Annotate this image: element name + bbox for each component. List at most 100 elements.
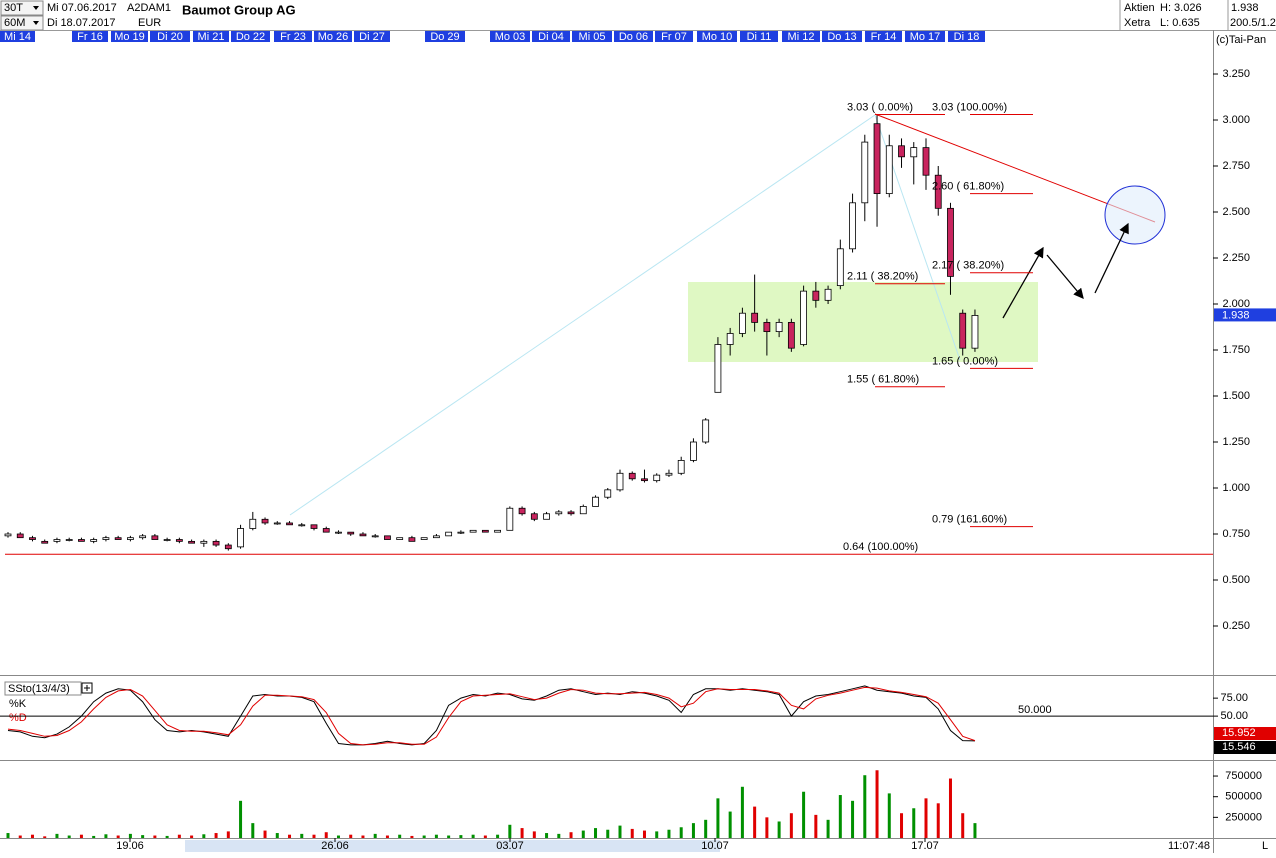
candle-body (175, 539, 183, 542)
volume-bar (630, 828, 634, 838)
indicator-title-box[interactable] (4, 681, 82, 696)
candle-body (898, 145, 905, 158)
date-box (274, 31, 312, 42)
volume-bar (802, 791, 806, 838)
volume-bar (532, 831, 536, 838)
candle-body (910, 147, 918, 158)
date-box (193, 31, 229, 42)
date-label: Mi 05 (579, 31, 606, 43)
y-tick-label: 500000 (1225, 791, 1262, 803)
candle-body (959, 312, 967, 349)
high: H: 3.026 (1160, 2, 1202, 14)
candle-body (836, 248, 844, 287)
candle-body (151, 535, 159, 540)
date-label: Mo 17 (910, 31, 941, 43)
candle-body (677, 460, 685, 474)
candle-body (408, 537, 416, 542)
date-box (865, 31, 902, 42)
arrow (1002, 246, 1044, 319)
candle-body (469, 529, 477, 533)
legend-k: %K (9, 698, 27, 710)
candle-body (212, 540, 220, 546)
volume-bar (606, 829, 610, 838)
candle-body (41, 540, 49, 544)
candle-body (237, 528, 244, 548)
candle-body (188, 540, 196, 544)
candle-body (690, 441, 697, 461)
last-price-label: 1.938 (1222, 309, 1250, 321)
volume-bar (288, 834, 292, 838)
reference-label: 50.000 (1018, 704, 1052, 716)
date-box (532, 31, 570, 42)
candles (4, 114, 979, 551)
x-tick-label: 19.06 (116, 840, 144, 852)
volume-bar (826, 819, 830, 838)
volume-bar (961, 813, 965, 838)
volume-bar (936, 803, 940, 838)
date-box (490, 31, 530, 42)
volume-bar (300, 833, 304, 838)
volume-bar (202, 834, 206, 838)
date-label: Di 27 (359, 31, 385, 43)
candle-body (127, 537, 134, 540)
volume-bar (740, 786, 744, 838)
candle-body (824, 288, 832, 301)
date-box (822, 31, 862, 42)
volume-bar (177, 834, 181, 838)
candle-body (653, 474, 661, 482)
fib-label: 3.03 ( 0.00%) (847, 101, 913, 113)
period-select[interactable] (0, 0, 44, 16)
scroll-range[interactable] (185, 840, 720, 852)
candle-body (322, 528, 330, 533)
date-box (655, 31, 693, 42)
volume-bar (373, 833, 377, 838)
volume-bar (667, 829, 671, 838)
y-tick-label: 1.750 (1222, 344, 1250, 356)
date-box (948, 31, 985, 42)
candle-body (310, 524, 318, 529)
candle-body (249, 518, 257, 529)
candle-body (53, 539, 61, 542)
candle-body (396, 537, 404, 540)
target-ellipse (1104, 185, 1166, 245)
candle-body (16, 533, 24, 539)
x-tick-label: 17.07 (911, 840, 939, 852)
candle-body (347, 531, 355, 535)
date-label: Fr 07 (661, 31, 687, 43)
y-tick-label: 2.750 (1222, 160, 1250, 172)
volume-bar (361, 835, 365, 838)
x-tick-label: 10.07 (701, 840, 729, 852)
date-box (614, 31, 653, 42)
volume-bar (422, 835, 426, 838)
fib-label: 1.65 ( 0.00%) (932, 355, 998, 367)
mode: L (1262, 840, 1268, 852)
candle-body (665, 472, 673, 476)
low: L: 0.635 (1160, 17, 1200, 29)
volume-bar (508, 824, 512, 838)
stochastic-line (7, 686, 976, 746)
candle-body (518, 507, 526, 515)
exchange: Xetra (1124, 17, 1151, 29)
candle-body (114, 537, 122, 540)
candle-body (849, 202, 856, 250)
volume-bar (973, 823, 977, 838)
date-label: Di 18 (954, 31, 980, 43)
volume-bar (691, 823, 695, 838)
candle-body (787, 322, 795, 349)
y-tick-label: 1.250 (1222, 436, 1250, 448)
volume-bar (900, 813, 904, 838)
dropdown-arrow (33, 6, 39, 25)
last-value-box (1214, 727, 1276, 740)
volume-bar (924, 798, 928, 838)
candle-body (102, 537, 110, 540)
volume-bar (67, 835, 71, 838)
volume-bar (716, 798, 720, 838)
candle-body (4, 533, 12, 537)
arrow (1046, 254, 1084, 299)
volume-bar (581, 830, 585, 838)
volume-bar (312, 834, 316, 838)
fib-label: 2.60 ( 61.80%) (932, 181, 1004, 193)
candle-body (530, 513, 538, 520)
candle-body (861, 141, 869, 204)
volume-bar (104, 834, 108, 838)
